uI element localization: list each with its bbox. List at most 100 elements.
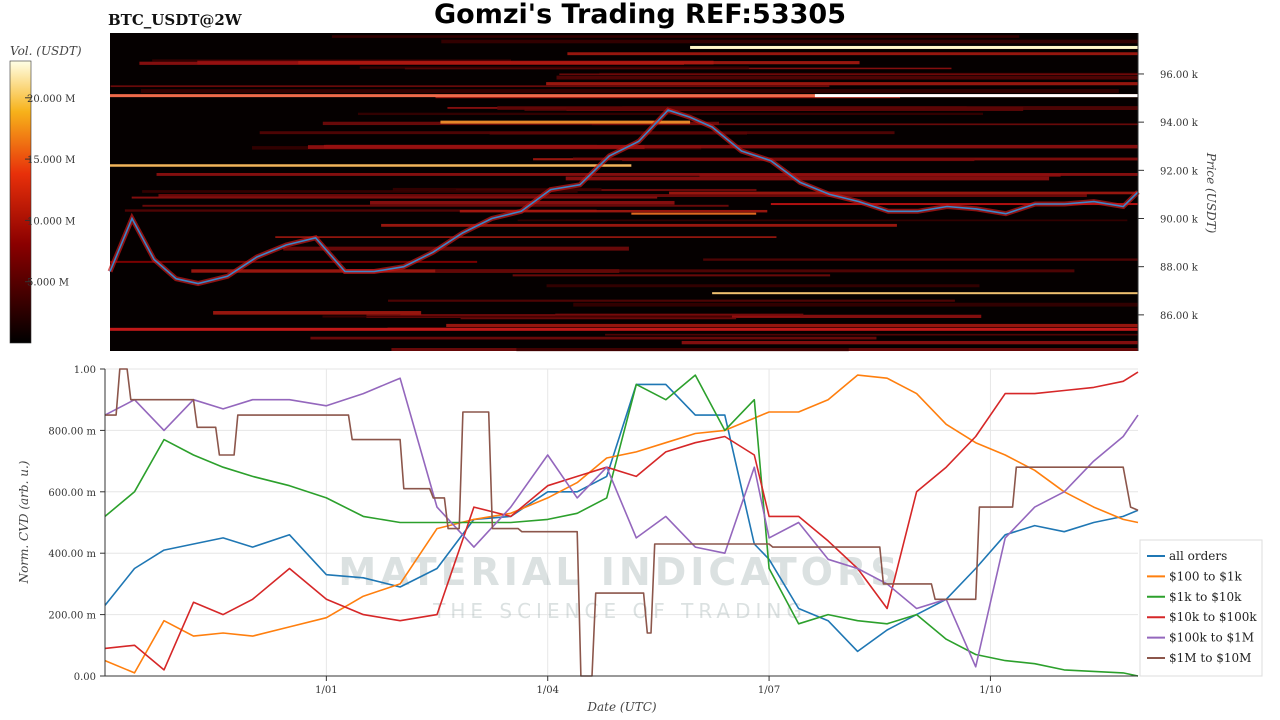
heatmap-level: [631, 212, 757, 215]
watermark-subtitle: THE SCIENCE OF TRADING: [432, 599, 807, 623]
heatmap-band: [142, 190, 578, 193]
x-tick-label: 1/04: [536, 685, 558, 696]
heatmap-level: [110, 327, 1138, 331]
heatmap-band: [559, 73, 1138, 76]
colorbar-tick-label: 5.000 M: [27, 278, 69, 289]
heatmap-band: [605, 333, 1138, 336]
legend-label: all orders: [1169, 549, 1227, 563]
heatmap-band: [323, 144, 1139, 149]
legend-box: [1139, 539, 1263, 677]
heatmap-band: [388, 299, 955, 302]
legend-label: $100 to $1k: [1169, 569, 1242, 583]
series-line: [104, 371, 1139, 671]
price-tick-label: 86.00 k: [1160, 311, 1199, 322]
cvd-series: [104, 368, 1139, 677]
heatmap-band: [322, 315, 732, 318]
heatmap-band: [546, 284, 980, 288]
heatmap-band: [591, 123, 1138, 126]
heatmap-band: [158, 194, 1087, 198]
heatmap-bands: [110, 35, 1139, 352]
price-axis: 96.00 k 94.00 k 92.00 k 90.00 k 88.00 k 86.00…: [1137, 33, 1199, 351]
y-tick-label: 200.00 m: [48, 611, 96, 622]
heatmap-band: [441, 39, 1138, 44]
x-axis-label: Date (UTC): [586, 700, 656, 714]
heatmap-level: [110, 164, 632, 167]
heatmap-band: [446, 323, 1138, 327]
y-tick-label: 1.00: [74, 365, 96, 376]
heatmap-band: [703, 258, 1138, 261]
heatmap-band: [310, 336, 877, 340]
heatmap-level: [814, 94, 1138, 98]
heatmap-band: [392, 187, 602, 191]
heatmap-band: [331, 35, 1020, 38]
price-tick-label: 90.00 k: [1160, 215, 1199, 226]
heatmap-band: [669, 191, 1138, 195]
colorbar: [9, 60, 32, 344]
heatmap-band: [142, 204, 729, 207]
heatmap-band: [565, 176, 1050, 181]
price-axis-label: Price (USDT): [1204, 152, 1218, 234]
heatmap-band: [516, 347, 849, 352]
heatmap-band: [124, 209, 597, 212]
heatmap-band: [512, 274, 831, 277]
colorbar-tick-label: 20.000 M: [27, 94, 75, 105]
price-line: [109, 109, 1139, 285]
heatmap-level: [770, 203, 1138, 206]
watermark-title: MATERIAL INDICATORS: [338, 550, 901, 594]
colorbar-label: Vol. (USDT): [10, 44, 82, 58]
heatmap-band: [131, 196, 658, 199]
heatmap-band: [567, 52, 1138, 56]
y-tick-label: 400.00 m: [48, 549, 96, 560]
price-series: [107, 107, 1140, 287]
legend-label: $100k to $1M: [1169, 631, 1254, 645]
cvd-y-axis-label: Norm. CVD (arb. u.): [17, 460, 31, 584]
heatmap-band: [359, 66, 749, 69]
heatmap-band: [459, 209, 768, 213]
heatmap-band: [435, 269, 1075, 273]
series-line: [104, 377, 1139, 668]
heatmap-band: [546, 82, 1138, 86]
heatmap-band: [191, 269, 620, 273]
heatmap-level: [712, 292, 1138, 295]
price-tick-label: 88.00 k: [1160, 263, 1199, 274]
heatmap-band: [460, 317, 737, 320]
heatmap-level: [690, 45, 1138, 49]
cvd-x-axis: 1/01 1/04 1/07 1/10: [315, 676, 1002, 696]
legend-label: $1M to $10M: [1169, 651, 1251, 665]
heatmap-band: [275, 236, 777, 238]
colorbar-ticks: 20.000 M 15.000 M 10.000 M 5.000 M: [25, 94, 75, 289]
colorbar-tick-label: 10.000 M: [27, 216, 75, 227]
heatmap-band: [283, 246, 629, 251]
legend-label: $1k to $10k: [1169, 590, 1242, 604]
heatmap-band: [489, 131, 748, 135]
x-tick-label: 1/10: [979, 685, 1001, 696]
series-line: [104, 383, 1139, 653]
series-line: [105, 368, 1139, 677]
heatmap-band: [156, 173, 1139, 176]
heatmap-band: [381, 223, 897, 227]
cvd-y-axis: 1.00 800.00 m 600.00 m 400.00 m 200.00 m 0.00: [48, 365, 105, 683]
heatmap-band: [152, 59, 512, 62]
price-tick-label: 96.00 k: [1160, 70, 1199, 81]
heatmap-band: [497, 106, 1138, 110]
heatmap-level: [110, 94, 1138, 98]
series-line: [104, 374, 1139, 677]
y-tick-label: 600.00 m: [48, 488, 96, 499]
symbol-label: BTC_USDT@2W: [108, 11, 242, 29]
x-tick-label: 1/07: [758, 685, 780, 696]
heatmap-band: [517, 219, 1128, 222]
heatmap-band: [573, 302, 1138, 307]
heatmap-band: [556, 75, 1138, 80]
heatmap-band: [213, 311, 422, 315]
heatmap-band: [298, 61, 860, 65]
y-tick-label: 800.00 m: [48, 426, 96, 437]
colorbar-tick-label: 15.000 M: [27, 155, 75, 166]
heatmap-level: [110, 260, 478, 263]
series-line: [104, 374, 1139, 674]
heatmap-band: [681, 340, 1138, 345]
heatmap-band: [622, 158, 975, 162]
heatmap-band: [357, 112, 983, 116]
x-tick-label: 1/01: [315, 685, 337, 696]
cvd-panel: [105, 369, 1138, 676]
